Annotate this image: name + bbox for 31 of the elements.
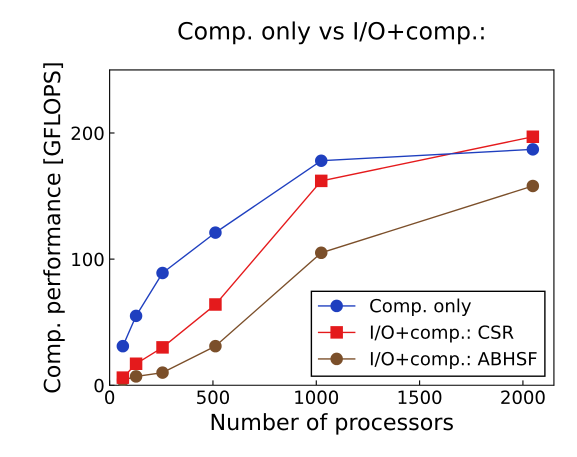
legend-label: I/O+comp.: ABHSF <box>370 352 537 369</box>
point <box>314 174 328 188</box>
point <box>526 180 540 192</box>
point <box>209 340 222 352</box>
point <box>116 340 130 352</box>
y-tick-label: 0 <box>94 378 104 392</box>
point <box>130 358 142 370</box>
legend-label: Comp. only <box>370 298 472 316</box>
point <box>526 143 540 156</box>
y-tick-label: 100 <box>72 252 104 266</box>
point <box>130 310 142 322</box>
y-axis-title: Comp. performance [GFLOPS] <box>43 63 65 392</box>
legend-label: I/O+comp.: CSR <box>370 325 514 342</box>
point <box>209 226 222 239</box>
x-tick-label: 500 <box>197 390 229 404</box>
x-tick-label: 2000 <box>501 390 545 404</box>
point <box>314 246 328 260</box>
point <box>156 266 169 280</box>
point <box>130 370 142 383</box>
x-tick-label: 1500 <box>398 390 442 404</box>
y-tick-label: 200 <box>72 126 104 140</box>
point <box>314 154 328 167</box>
point <box>209 298 222 311</box>
point <box>526 130 540 144</box>
x-tick-label: 0 <box>105 390 114 404</box>
x-tick-label: 1000 <box>295 390 338 404</box>
chart-title: Comp. only vs I/O+comp.: <box>178 21 484 44</box>
point <box>156 366 169 379</box>
x-axis-title: Number of processors <box>212 413 453 435</box>
point <box>156 341 169 354</box>
point <box>116 371 130 384</box>
